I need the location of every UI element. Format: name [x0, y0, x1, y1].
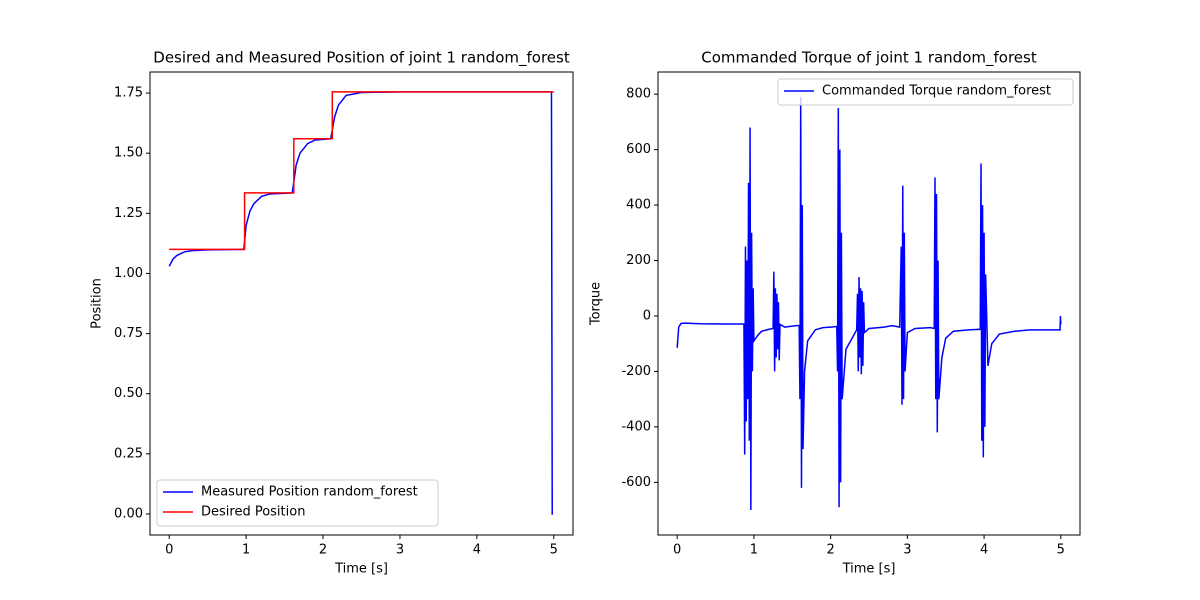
x-tick-label: 2 — [826, 543, 834, 558]
chart-title: Commanded Torque of joint 1 random_fores… — [701, 49, 1037, 68]
x-axis-label: Time [s] — [334, 562, 388, 577]
plot-area — [676, 96, 1062, 511]
y-tick-label: 200 — [626, 253, 651, 268]
series-line — [169, 91, 554, 251]
x-tick-label: 4 — [473, 543, 481, 558]
y-tick-label: 1.25 — [114, 206, 143, 221]
y-tick-label: 1.50 — [114, 146, 143, 161]
y-tick-label: -200 — [621, 364, 651, 379]
x-tick-label: 1 — [750, 543, 758, 558]
y-tick-label: 600 — [626, 142, 651, 157]
legend-box — [156, 479, 439, 527]
y-tick-label: -600 — [621, 475, 651, 490]
x-tick-label: 4 — [980, 543, 988, 558]
y-tick-label: 0.50 — [114, 386, 143, 401]
legend-label: Desired Position — [201, 505, 305, 520]
series-line — [676, 96, 1062, 511]
y-tick-label: 0.00 — [114, 506, 143, 521]
legend-label: Measured Position random_forest — [201, 485, 418, 500]
y-axis-label: Position — [90, 278, 105, 329]
x-tick-label: 0 — [165, 543, 173, 558]
x-tick-label: 1 — [242, 543, 250, 558]
y-tick-label: 800 — [626, 87, 651, 102]
chart-title: Desired and Measured Position of joint 1… — [153, 49, 570, 68]
axes-frame — [149, 71, 574, 536]
axes-frame — [657, 71, 1081, 536]
y-tick-label: 1.00 — [114, 266, 143, 281]
y-tick-label: 0.25 — [114, 446, 143, 461]
y-tick-label: 0.75 — [114, 326, 143, 341]
y-axis-label: Torque — [589, 282, 604, 326]
x-axis-label: Time [s] — [842, 562, 896, 577]
x-tick-label: 2 — [319, 543, 327, 558]
y-tick-label: 0 — [643, 308, 651, 323]
y-tick-label: 400 — [626, 198, 651, 213]
x-tick-label: 5 — [550, 543, 558, 558]
plot-area — [168, 91, 554, 515]
legend-label: Commanded Torque random_forest — [822, 84, 1051, 99]
x-tick-label: 5 — [1057, 543, 1065, 558]
x-tick-label: 3 — [396, 543, 404, 558]
x-tick-label: 3 — [903, 543, 911, 558]
y-tick-label: 1.75 — [114, 86, 143, 101]
series-line — [168, 91, 553, 515]
x-tick-label: 0 — [673, 543, 681, 558]
legend-box — [777, 78, 1074, 106]
y-tick-label: -400 — [621, 419, 651, 434]
